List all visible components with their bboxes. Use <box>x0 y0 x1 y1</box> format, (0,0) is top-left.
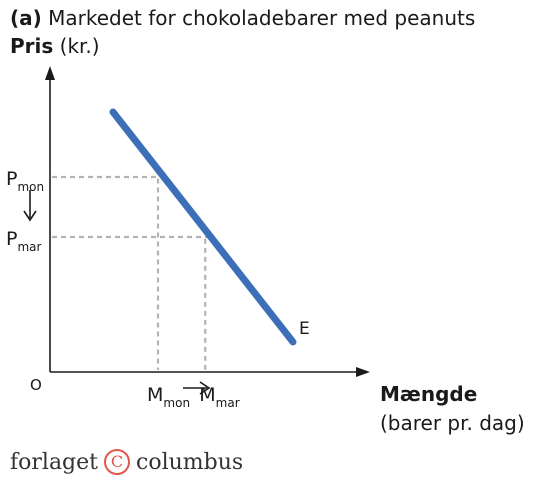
price-label-mar: Pmar <box>6 228 42 254</box>
y-axis-unit: (kr.) <box>59 34 100 58</box>
quantity-label-mon: Mmon <box>147 384 190 410</box>
chart-title-text: Markedet for chokoladebarer med peanuts <box>48 6 476 30</box>
x-axis-unit: (barer pr. dag) <box>380 411 525 435</box>
x-axis-arrowhead <box>356 367 370 377</box>
publisher-logo: forlaget C columbus <box>10 449 243 475</box>
chart-title: (a) Markedet for chokoladebarer med pean… <box>10 6 475 30</box>
quantity-label-mar: Mmar <box>199 384 239 410</box>
series-label: E <box>299 319 310 339</box>
brand-left-text: forlaget <box>10 449 98 475</box>
origin-label: O <box>30 376 42 394</box>
guide-lines <box>52 169 211 370</box>
quantity-level-labels: Mmon Mmar <box>147 384 240 410</box>
demand-curves: E <box>109 108 310 346</box>
y-axis-title: Pris (kr.) <box>10 34 100 58</box>
brand-right-text: columbus <box>136 449 244 475</box>
price-shift-arrow <box>23 190 37 222</box>
price-label-mon: Pmon <box>6 168 44 194</box>
x-axis-label: Mængde <box>380 382 478 406</box>
panel-label: (a) <box>10 6 42 30</box>
y-axis-label: Pris <box>10 34 54 58</box>
demand-curve-1 <box>109 108 297 346</box>
y-axis-arrowhead <box>45 66 55 80</box>
price-level-labels: Pmon Pmar <box>6 168 44 254</box>
quantity-shift-arrow <box>183 381 211 395</box>
copyright-mark-icon: C <box>104 449 130 475</box>
